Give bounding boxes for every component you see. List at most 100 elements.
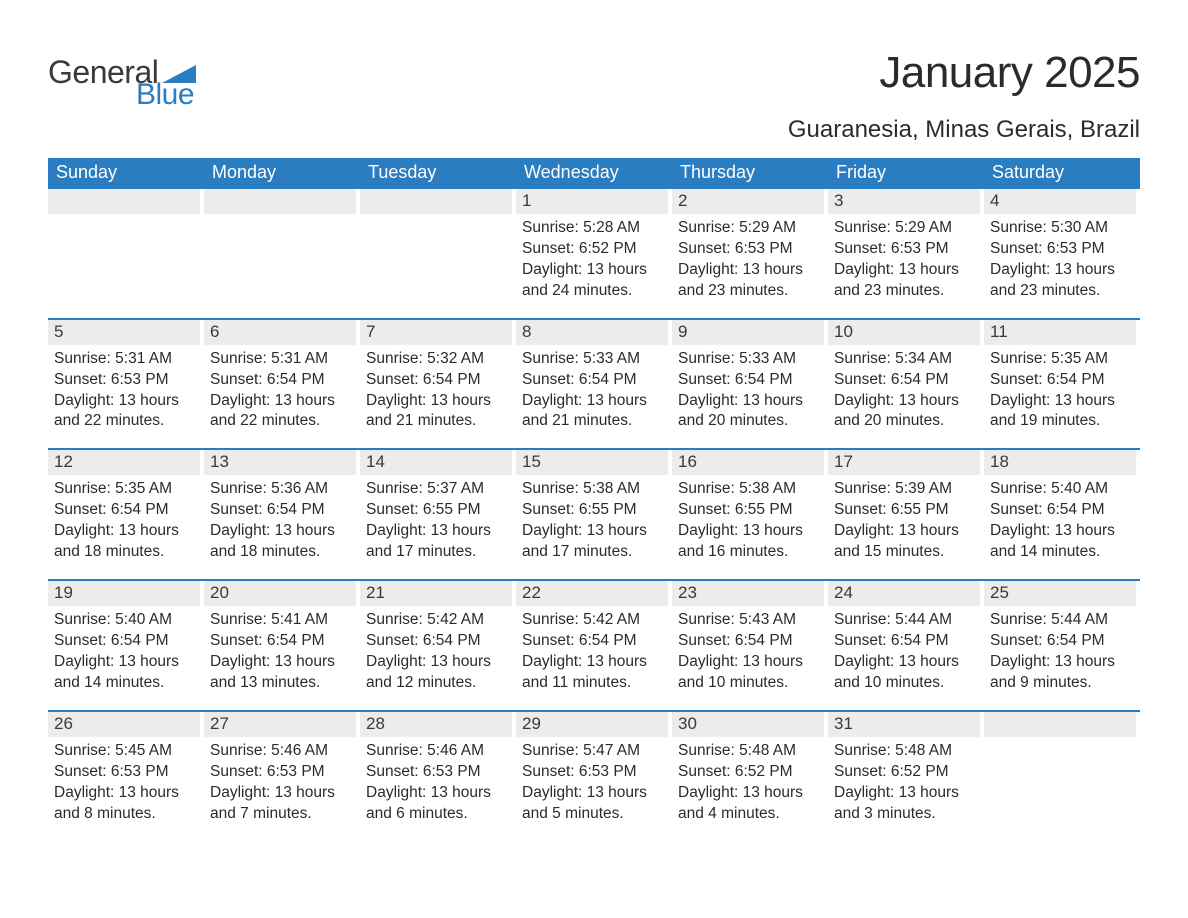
day-cell: 6Sunrise: 5:31 AMSunset: 6:54 PMDaylight… xyxy=(204,320,360,449)
day-body: Sunrise: 5:40 AMSunset: 6:54 PMDaylight:… xyxy=(48,606,200,710)
day-body: Sunrise: 5:37 AMSunset: 6:55 PMDaylight:… xyxy=(360,475,512,579)
day-body: Sunrise: 5:46 AMSunset: 6:53 PMDaylight:… xyxy=(204,737,356,841)
daylight-line: Daylight: 13 hours and 22 minutes. xyxy=(210,391,352,433)
day-cell: 17Sunrise: 5:39 AMSunset: 6:55 PMDayligh… xyxy=(828,450,984,579)
day-body: Sunrise: 5:28 AMSunset: 6:52 PMDaylight:… xyxy=(516,214,668,318)
sunrise-line: Sunrise: 5:33 AM xyxy=(678,349,820,370)
day-number: 26 xyxy=(48,712,200,737)
page: General Blue January 2025 Guaranesia, Mi… xyxy=(0,0,1188,880)
day-body: Sunrise: 5:48 AMSunset: 6:52 PMDaylight:… xyxy=(672,737,824,841)
day-cell: 10Sunrise: 5:34 AMSunset: 6:54 PMDayligh… xyxy=(828,320,984,449)
day-body: Sunrise: 5:44 AMSunset: 6:54 PMDaylight:… xyxy=(984,606,1136,710)
weekday-header: SundayMondayTuesdayWednesdayThursdayFrid… xyxy=(48,158,1140,189)
day-cell: 12Sunrise: 5:35 AMSunset: 6:54 PMDayligh… xyxy=(48,450,204,579)
daylight-line: Daylight: 13 hours and 16 minutes. xyxy=(678,521,820,563)
day-cell: 28Sunrise: 5:46 AMSunset: 6:53 PMDayligh… xyxy=(360,712,516,841)
day-number: 17 xyxy=(828,450,980,475)
daylight-line: Daylight: 13 hours and 10 minutes. xyxy=(834,652,976,694)
daylight-line: Daylight: 13 hours and 20 minutes. xyxy=(834,391,976,433)
day-number: 27 xyxy=(204,712,356,737)
weekday-cell: Sunday xyxy=(48,158,204,189)
day-body: Sunrise: 5:33 AMSunset: 6:54 PMDaylight:… xyxy=(516,345,668,449)
weekday-cell: Tuesday xyxy=(360,158,516,189)
daylight-line: Daylight: 13 hours and 18 minutes. xyxy=(210,521,352,563)
day-cell: 7Sunrise: 5:32 AMSunset: 6:54 PMDaylight… xyxy=(360,320,516,449)
day-body: Sunrise: 5:44 AMSunset: 6:54 PMDaylight:… xyxy=(828,606,980,710)
sunrise-line: Sunrise: 5:46 AM xyxy=(366,741,508,762)
weekday-cell: Saturday xyxy=(984,158,1140,189)
sunset-line: Sunset: 6:54 PM xyxy=(210,500,352,521)
day-number: 31 xyxy=(828,712,980,737)
day-body: Sunrise: 5:38 AMSunset: 6:55 PMDaylight:… xyxy=(672,475,824,579)
sunset-line: Sunset: 6:53 PM xyxy=(834,239,976,260)
weekday-cell: Wednesday xyxy=(516,158,672,189)
day-number: 6 xyxy=(204,320,356,345)
day-number: 29 xyxy=(516,712,668,737)
week-row: 1Sunrise: 5:28 AMSunset: 6:52 PMDaylight… xyxy=(48,189,1140,318)
day-cell: 30Sunrise: 5:48 AMSunset: 6:52 PMDayligh… xyxy=(672,712,828,841)
day-body: Sunrise: 5:39 AMSunset: 6:55 PMDaylight:… xyxy=(828,475,980,579)
day-body: Sunrise: 5:43 AMSunset: 6:54 PMDaylight:… xyxy=(672,606,824,710)
sunrise-line: Sunrise: 5:31 AM xyxy=(54,349,196,370)
day-cell: 29Sunrise: 5:47 AMSunset: 6:53 PMDayligh… xyxy=(516,712,672,841)
sunset-line: Sunset: 6:53 PM xyxy=(54,762,196,783)
daylight-line: Daylight: 13 hours and 13 minutes. xyxy=(210,652,352,694)
sunrise-line: Sunrise: 5:33 AM xyxy=(522,349,664,370)
daylight-line: Daylight: 13 hours and 3 minutes. xyxy=(834,783,976,825)
month-title: January 2025 xyxy=(788,48,1140,98)
day-cell: 31Sunrise: 5:48 AMSunset: 6:52 PMDayligh… xyxy=(828,712,984,841)
sunset-line: Sunset: 6:53 PM xyxy=(678,239,820,260)
sunset-line: Sunset: 6:54 PM xyxy=(990,631,1132,652)
sunset-line: Sunset: 6:53 PM xyxy=(990,239,1132,260)
sunrise-line: Sunrise: 5:37 AM xyxy=(366,479,508,500)
sunrise-line: Sunrise: 5:35 AM xyxy=(54,479,196,500)
brand-logo: General Blue xyxy=(48,48,196,110)
sunset-line: Sunset: 6:54 PM xyxy=(834,370,976,391)
day-number: 25 xyxy=(984,581,1136,606)
day-number: 23 xyxy=(672,581,824,606)
day-number: 1 xyxy=(516,189,668,214)
daylight-line: Daylight: 13 hours and 18 minutes. xyxy=(54,521,196,563)
sunset-line: Sunset: 6:54 PM xyxy=(366,370,508,391)
day-number xyxy=(48,189,200,214)
day-body: Sunrise: 5:33 AMSunset: 6:54 PMDaylight:… xyxy=(672,345,824,449)
daylight-line: Daylight: 13 hours and 7 minutes. xyxy=(210,783,352,825)
sunset-line: Sunset: 6:54 PM xyxy=(990,370,1132,391)
sunrise-line: Sunrise: 5:48 AM xyxy=(834,741,976,762)
day-cell: 9Sunrise: 5:33 AMSunset: 6:54 PMDaylight… xyxy=(672,320,828,449)
calendar: SundayMondayTuesdayWednesdayThursdayFrid… xyxy=(48,158,1140,840)
sunset-line: Sunset: 6:54 PM xyxy=(834,631,976,652)
day-number: 7 xyxy=(360,320,512,345)
sunset-line: Sunset: 6:54 PM xyxy=(54,500,196,521)
day-body: Sunrise: 5:47 AMSunset: 6:53 PMDaylight:… xyxy=(516,737,668,841)
day-cell: 27Sunrise: 5:46 AMSunset: 6:53 PMDayligh… xyxy=(204,712,360,841)
day-cell: 2Sunrise: 5:29 AMSunset: 6:53 PMDaylight… xyxy=(672,189,828,318)
day-body: Sunrise: 5:42 AMSunset: 6:54 PMDaylight:… xyxy=(360,606,512,710)
sunrise-line: Sunrise: 5:40 AM xyxy=(990,479,1132,500)
day-cell: 14Sunrise: 5:37 AMSunset: 6:55 PMDayligh… xyxy=(360,450,516,579)
sunset-line: Sunset: 6:54 PM xyxy=(210,631,352,652)
day-number: 12 xyxy=(48,450,200,475)
day-cell: 26Sunrise: 5:45 AMSunset: 6:53 PMDayligh… xyxy=(48,712,204,841)
sunrise-line: Sunrise: 5:42 AM xyxy=(522,610,664,631)
sunset-line: Sunset: 6:55 PM xyxy=(834,500,976,521)
day-cell: 23Sunrise: 5:43 AMSunset: 6:54 PMDayligh… xyxy=(672,581,828,710)
day-number: 30 xyxy=(672,712,824,737)
sunrise-line: Sunrise: 5:38 AM xyxy=(522,479,664,500)
brand-text-2: Blue xyxy=(136,80,196,110)
sunrise-line: Sunrise: 5:35 AM xyxy=(990,349,1132,370)
day-cell: 25Sunrise: 5:44 AMSunset: 6:54 PMDayligh… xyxy=(984,581,1140,710)
sunrise-line: Sunrise: 5:36 AM xyxy=(210,479,352,500)
daylight-line: Daylight: 13 hours and 8 minutes. xyxy=(54,783,196,825)
day-cell: 19Sunrise: 5:40 AMSunset: 6:54 PMDayligh… xyxy=(48,581,204,710)
sunset-line: Sunset: 6:54 PM xyxy=(210,370,352,391)
day-number: 19 xyxy=(48,581,200,606)
week-row: 12Sunrise: 5:35 AMSunset: 6:54 PMDayligh… xyxy=(48,448,1140,579)
day-body: Sunrise: 5:35 AMSunset: 6:54 PMDaylight:… xyxy=(48,475,200,579)
day-cell xyxy=(204,189,360,318)
daylight-line: Daylight: 13 hours and 21 minutes. xyxy=(366,391,508,433)
sunset-line: Sunset: 6:55 PM xyxy=(678,500,820,521)
sunset-line: Sunset: 6:53 PM xyxy=(210,762,352,783)
title-block: January 2025 Guaranesia, Minas Gerais, B… xyxy=(788,48,1140,144)
day-number: 5 xyxy=(48,320,200,345)
